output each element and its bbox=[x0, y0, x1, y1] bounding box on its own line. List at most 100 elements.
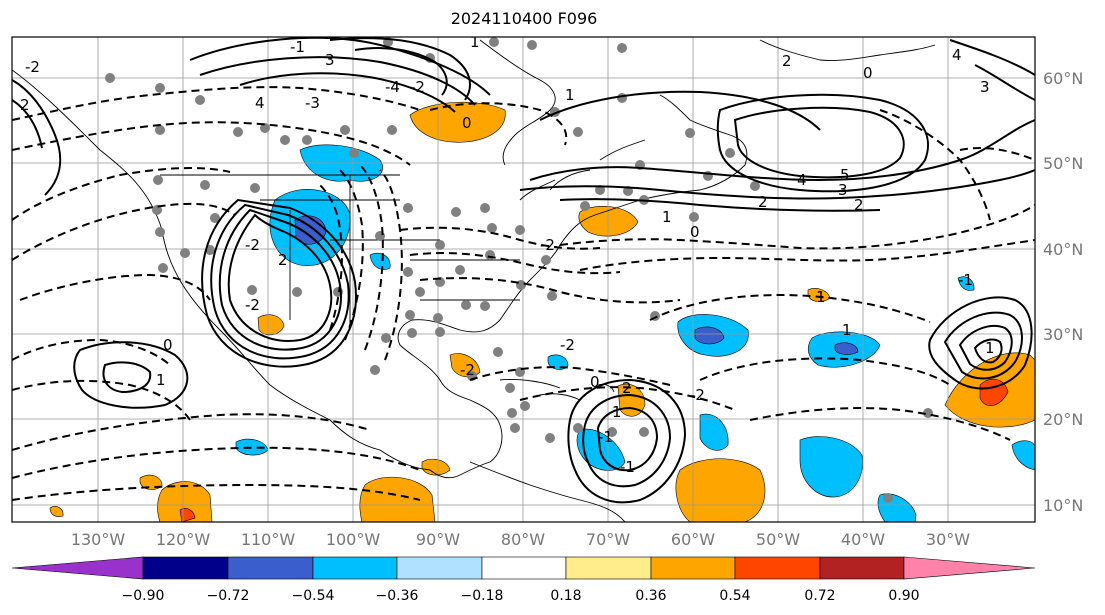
contour-label: 2 bbox=[20, 96, 30, 114]
solid-contours bbox=[12, 37, 1035, 504]
lon-label: 70°W bbox=[586, 530, 630, 549]
negative-area bbox=[957, 276, 975, 291]
contour-label: 1 bbox=[662, 208, 672, 226]
lat-label: 10°N bbox=[1043, 496, 1083, 515]
colorbar-segment bbox=[312, 556, 398, 580]
latitude-labels: 60°N 50°N 40°N 30°N 20°N 10°N bbox=[1043, 69, 1083, 515]
colorbar-tick: −0.54 bbox=[292, 588, 335, 604]
dashed-contours bbox=[12, 86, 1035, 501]
colorbar-tick: −0.18 bbox=[461, 588, 504, 604]
contour-label: -2 bbox=[25, 58, 40, 76]
lat-label: 30°N bbox=[1043, 325, 1083, 344]
negative-area bbox=[799, 436, 863, 498]
contour-label: 2 bbox=[782, 52, 792, 70]
contour-label: 4 bbox=[797, 171, 807, 189]
contour-label: -2 bbox=[245, 236, 260, 254]
negative-area bbox=[547, 354, 569, 370]
map-frame bbox=[11, 36, 1036, 523]
positive-area bbox=[257, 314, 285, 336]
lat-label: 20°N bbox=[1043, 410, 1083, 429]
chart-title: 2024110400 F096 bbox=[450, 9, 598, 28]
contour-label: 3 bbox=[325, 51, 335, 69]
station-dots bbox=[105, 37, 933, 503]
positive-area bbox=[409, 101, 506, 143]
positive-area bbox=[675, 458, 766, 522]
lon-label: 40°W bbox=[841, 530, 885, 549]
colorbar-segment bbox=[396, 556, 483, 580]
positive-area bbox=[359, 476, 436, 522]
colorbar-tick: −0.90 bbox=[122, 588, 165, 604]
contour-label: -4 bbox=[385, 78, 400, 96]
contour-label: 1 bbox=[565, 86, 575, 104]
colorbar-segment bbox=[734, 556, 821, 580]
negative-area bbox=[576, 428, 626, 471]
colorbar-tick: 0.72 bbox=[804, 588, 835, 604]
contour-label: 1 bbox=[985, 339, 995, 357]
negative-area bbox=[694, 326, 725, 345]
colorbar-tick: 0.36 bbox=[635, 588, 666, 604]
contour-label: 1 bbox=[156, 371, 166, 389]
positive-area bbox=[157, 481, 213, 522]
contour-label: 4 bbox=[952, 46, 962, 64]
contour-label: 2 bbox=[758, 193, 768, 211]
contour-label: -3 bbox=[305, 94, 320, 112]
contour-label: -1 bbox=[290, 38, 305, 56]
contour-label: 0 bbox=[590, 373, 600, 391]
colorbar-segment bbox=[11, 556, 144, 580]
contour-label: 0 bbox=[690, 223, 700, 241]
colorbar-tick: −0.36 bbox=[376, 588, 419, 604]
colorbar-segment bbox=[565, 556, 652, 580]
lon-label: 100°W bbox=[326, 530, 381, 549]
colorbar-segment bbox=[481, 556, 567, 580]
colorbar bbox=[11, 556, 1036, 580]
contour-label: 1 bbox=[816, 288, 826, 306]
positive-area bbox=[179, 508, 196, 522]
contour-label: -2 bbox=[410, 78, 425, 96]
positive-area bbox=[49, 506, 64, 517]
lon-label: 50°W bbox=[756, 530, 800, 549]
lon-label: 60°W bbox=[671, 530, 715, 549]
colorbar-tick-labels: −0.90 −0.72 −0.54 −0.36 −0.18 0.18 0.36 … bbox=[122, 588, 920, 604]
positive-area bbox=[421, 458, 451, 476]
lon-label: 80°W bbox=[501, 530, 545, 549]
map-panel: 4 3 0 1 2 4 5 3 2 2 0 -2 2 -2 0 -2 1 -2 … bbox=[12, 33, 1035, 522]
longitude-labels: 130°W 120°W 110°W 100°W 90°W 80°W 70°W 6… bbox=[71, 530, 970, 549]
contour-label: 2 bbox=[278, 251, 288, 269]
contour-labels: 4 3 0 1 2 4 5 3 2 2 0 -2 2 -2 0 -2 1 -2 … bbox=[20, 33, 995, 476]
negative-area bbox=[1011, 440, 1035, 471]
contour-label: -2 bbox=[690, 386, 705, 404]
negative-area bbox=[699, 413, 729, 451]
contour-label: 0 bbox=[863, 64, 873, 82]
shaded-field bbox=[49, 101, 1035, 522]
lat-label: 40°N bbox=[1043, 240, 1083, 259]
colorbar-tick: 0.90 bbox=[888, 588, 919, 604]
contour-label: -2 bbox=[460, 361, 475, 379]
contour-label: 2 bbox=[854, 196, 864, 214]
contour-label: 0 bbox=[163, 336, 173, 354]
colorbar-tick: 0.18 bbox=[550, 588, 581, 604]
lon-label: 110°W bbox=[241, 530, 296, 549]
contour-label: 3 bbox=[838, 181, 848, 199]
lat-label: 60°N bbox=[1043, 69, 1083, 88]
contour-label: 1 bbox=[842, 321, 852, 339]
colorbar-segment bbox=[227, 556, 314, 580]
lat-label: 50°N bbox=[1043, 154, 1083, 173]
contour-label: 1 bbox=[612, 403, 622, 421]
contour-label: 0 bbox=[462, 114, 472, 132]
contour-label: 1 bbox=[470, 33, 480, 51]
contour-label: 4 bbox=[255, 94, 265, 112]
colorbar-tick: 0.54 bbox=[719, 588, 750, 604]
contour-label: 2 bbox=[622, 379, 632, 397]
contour-label: -2 bbox=[540, 236, 555, 254]
colorbar-segment bbox=[819, 556, 905, 580]
contour-label: -1 bbox=[958, 271, 973, 289]
lon-label: 90°W bbox=[416, 530, 460, 549]
colorbar-tick: −0.72 bbox=[207, 588, 250, 604]
colorbar-segment bbox=[142, 556, 229, 580]
contour-label: -1 bbox=[620, 458, 635, 476]
contour-label: -2 bbox=[560, 336, 575, 354]
contour-label: -2 bbox=[245, 296, 260, 314]
colorbar-segment bbox=[650, 556, 736, 580]
negative-area bbox=[369, 252, 391, 270]
